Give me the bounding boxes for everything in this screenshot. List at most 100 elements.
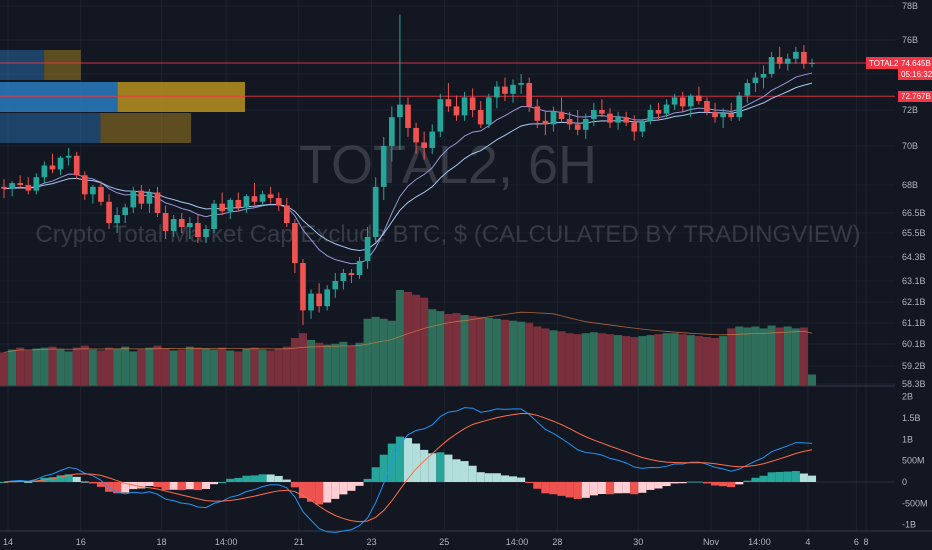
candle-body[interactable] — [348, 273, 355, 275]
candle-body[interactable] — [558, 111, 565, 119]
candle-body[interactable] — [712, 111, 718, 118]
candle-body[interactable] — [542, 120, 549, 125]
candle-body[interactable] — [49, 165, 56, 170]
candle-body[interactable] — [397, 104, 403, 118]
candle-body[interactable] — [720, 113, 726, 118]
candle-body[interactable] — [736, 95, 743, 118]
candle-body[interactable] — [744, 83, 751, 96]
candle-body[interactable] — [445, 99, 452, 107]
candle-body[interactable] — [17, 183, 23, 185]
candle-body[interactable] — [25, 185, 32, 191]
candle-body[interactable] — [65, 155, 72, 158]
candle-body[interactable] — [364, 237, 371, 261]
candle-body[interactable] — [98, 186, 104, 202]
candle-body[interactable] — [502, 86, 508, 94]
candle-body[interactable] — [494, 86, 500, 98]
candle-body[interactable] — [809, 63, 815, 65]
candle-body[interactable] — [316, 293, 322, 307]
candle-body[interactable] — [687, 95, 694, 107]
candle-body[interactable] — [170, 219, 177, 231]
candle-body[interactable] — [41, 165, 48, 178]
candle-body[interactable] — [566, 119, 573, 125]
candle-body[interactable] — [235, 199, 242, 208]
candlesticks[interactable] — [1, 14, 815, 326]
candle-body[interactable] — [372, 186, 379, 237]
candle-body[interactable] — [607, 113, 613, 123]
candle-body[interactable] — [405, 104, 411, 128]
candle-body[interactable] — [1, 186, 7, 189]
candle-body[interactable] — [259, 194, 266, 202]
candle-body[interactable] — [591, 110, 597, 119]
candle-body[interactable] — [90, 186, 96, 195]
candle-body[interactable] — [663, 104, 670, 114]
candle-body[interactable] — [752, 77, 759, 83]
candle-body[interactable] — [243, 196, 250, 208]
candle-body[interactable] — [187, 223, 193, 227]
candle-body[interactable] — [647, 110, 654, 121]
candle-body[interactable] — [356, 261, 363, 275]
candle-body[interactable] — [655, 110, 662, 114]
candle-body[interactable] — [81, 175, 88, 195]
candle-body[interactable] — [510, 84, 516, 94]
candle-body[interactable] — [227, 199, 234, 212]
candle-body[interactable] — [526, 83, 533, 107]
candle-body[interactable] — [696, 95, 702, 101]
candle-body[interactable] — [477, 110, 484, 125]
candle-body[interactable] — [275, 198, 282, 206]
candle-body[interactable] — [728, 113, 735, 118]
candle-body[interactable] — [33, 177, 40, 191]
candle-body[interactable] — [421, 142, 427, 148]
candle-body[interactable] — [485, 97, 492, 125]
candle-body[interactable] — [389, 117, 395, 146]
candle-body[interactable] — [73, 155, 80, 176]
candle-body[interactable] — [704, 101, 710, 112]
candle-body[interactable] — [283, 205, 290, 223]
macd-axis[interactable]: 2B 1.5B 1B 500M 0 -500M -1B — [902, 392, 928, 530]
candle-body[interactable] — [146, 192, 153, 204]
candle-body[interactable] — [768, 57, 775, 74]
price-axis[interactable]: 78B76B74B72B70B68B66.5B65.5B64.3B63.1B62… — [902, 1, 926, 389]
candle-body[interactable] — [178, 219, 185, 227]
candle-body[interactable] — [429, 131, 436, 148]
candle-body[interactable] — [518, 83, 524, 85]
candle-body[interactable] — [9, 183, 15, 189]
candle-body[interactable] — [793, 51, 799, 59]
time-axis[interactable]: 14 16 18 14:00 21 23 25 14:00 28 30 Nov 14:00 4 6 8 — [3, 537, 869, 547]
candle-body[interactable] — [534, 106, 541, 121]
candle-body[interactable] — [300, 263, 306, 311]
candle-body[interactable] — [599, 110, 605, 114]
candle-body[interactable] — [114, 215, 120, 223]
candle-body[interactable] — [760, 74, 767, 78]
candle-body[interactable] — [461, 97, 468, 116]
candle-body[interactable] — [138, 190, 145, 204]
candle-body[interactable] — [631, 122, 638, 132]
candle-body[interactable] — [251, 196, 258, 202]
candle-body[interactable] — [615, 117, 621, 123]
candle-body[interactable] — [671, 97, 678, 105]
candle-body[interactable] — [154, 192, 161, 213]
candle-body[interactable] — [679, 97, 686, 107]
candle-body[interactable] — [639, 120, 646, 132]
candle-body[interactable] — [437, 99, 444, 132]
candle-body[interactable] — [340, 273, 347, 281]
candle-body[interactable] — [324, 289, 331, 307]
candle-body[interactable] — [784, 58, 791, 64]
candle-body[interactable] — [776, 57, 783, 64]
candle-body[interactable] — [267, 194, 274, 199]
candle-body[interactable] — [332, 281, 339, 290]
candle-body[interactable] — [292, 223, 298, 263]
candle-body[interactable] — [380, 146, 387, 187]
candle-body[interactable] — [203, 229, 209, 237]
candle-body[interactable] — [453, 106, 460, 116]
candle-body[interactable] — [211, 203, 217, 229]
candle-body[interactable] — [57, 157, 64, 170]
macd-pane[interactable] — [0, 407, 895, 533]
candle-body[interactable] — [106, 201, 112, 223]
candle-body[interactable] — [219, 203, 225, 212]
candle-body[interactable] — [162, 213, 169, 231]
candle-body[interactable] — [582, 119, 589, 130]
candle-body[interactable] — [308, 293, 314, 311]
candle-body[interactable] — [550, 111, 557, 125]
candle-body[interactable] — [413, 128, 419, 143]
